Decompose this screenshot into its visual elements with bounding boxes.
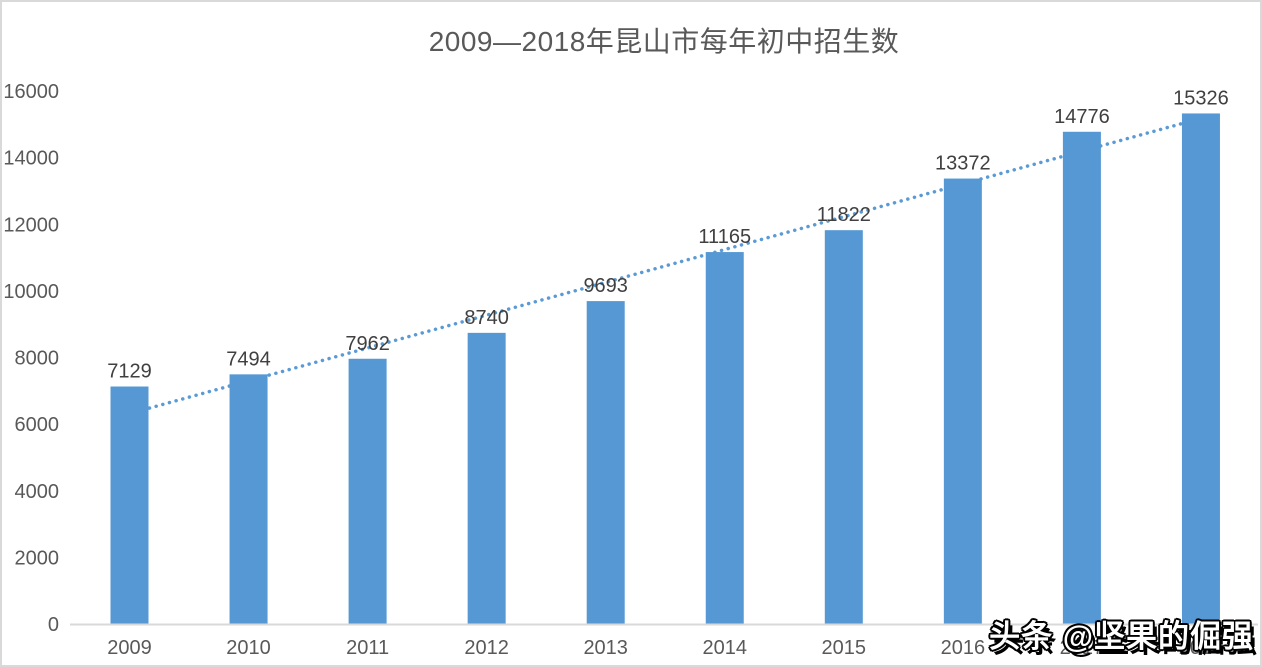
y-axis-tick-label: 14000 [3, 148, 59, 170]
x-axis-tick-label: 2018 [1179, 637, 1224, 659]
y-axis-tick-label: 0 [48, 614, 59, 636]
y-axis-tick-label: 10000 [3, 281, 59, 303]
x-axis-tick-label: 2017 [1060, 637, 1105, 659]
y-axis-tick-label: 6000 [15, 414, 60, 436]
bar-value-label: 11165 [698, 226, 751, 248]
bar-2011 [348, 358, 387, 624]
bar-2016 [943, 178, 982, 625]
y-axis-tick-label: 2000 [15, 547, 60, 569]
bar-2013 [586, 301, 625, 624]
bar-value-label: 7129 [107, 361, 152, 383]
bar-2015 [824, 230, 863, 624]
chart-title: 2009—2018年昆山市每年初中招生数 [428, 26, 900, 57]
bar-2012 [467, 332, 506, 624]
bar-2009 [110, 386, 149, 624]
y-axis-tick-label: 12000 [3, 214, 59, 236]
bar-value-label: 8740 [464, 307, 509, 329]
y-axis-tick-label: 16000 [3, 81, 59, 103]
bar-value-label: 11822 [817, 204, 871, 226]
y-axis-tick-label: 8000 [15, 348, 60, 370]
bar-value-label: 13372 [935, 153, 991, 175]
bar-value-label: 9693 [583, 275, 628, 297]
x-axis-tick-label: 2015 [822, 637, 867, 659]
bar-value-label: 15326 [1173, 87, 1229, 109]
x-axis-tick-label: 2013 [583, 637, 628, 659]
bar-2018 [1181, 113, 1220, 624]
bar-value-label: 7962 [345, 333, 390, 355]
watermark-text: 头条 @坚果的倔强 [989, 619, 1254, 654]
x-axis-tick-label: 2010 [226, 637, 271, 659]
x-axis-tick-label: 2009 [107, 637, 152, 659]
trendline [127, 116, 1203, 416]
bar-value-label: 14776 [1054, 106, 1110, 128]
x-axis-tick-label: 2012 [464, 637, 509, 659]
x-axis-tick-label: 2016 [941, 637, 986, 659]
x-axis-tick-label: 2014 [703, 637, 748, 659]
bar-2010 [229, 374, 268, 624]
bar-2017 [1062, 131, 1101, 624]
y-axis-tick-label: 4000 [15, 481, 60, 503]
bar-value-label: 7494 [226, 348, 271, 370]
x-axis-tick-label: 2011 [346, 637, 389, 659]
bar-2014 [705, 252, 744, 625]
